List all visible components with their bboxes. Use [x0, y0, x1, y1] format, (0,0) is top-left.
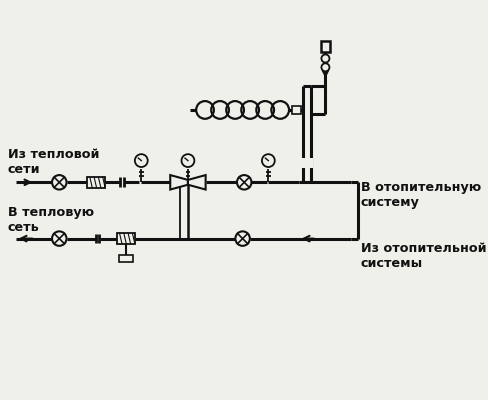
- Circle shape: [262, 154, 275, 167]
- Circle shape: [52, 231, 66, 246]
- Text: Из тепловой
сети: Из тепловой сети: [8, 148, 100, 176]
- Bar: [292, 106, 301, 114]
- Circle shape: [322, 63, 329, 71]
- Text: Из отопительной
системы: Из отопительной системы: [361, 242, 487, 270]
- Circle shape: [182, 154, 194, 167]
- Bar: [301, 158, 313, 168]
- Bar: [117, 233, 135, 244]
- Text: В тепловую
сеть: В тепловую сеть: [8, 206, 94, 234]
- Bar: [119, 255, 133, 262]
- Bar: [321, 41, 330, 52]
- Circle shape: [237, 175, 251, 190]
- Circle shape: [135, 154, 148, 167]
- Polygon shape: [188, 175, 205, 190]
- Polygon shape: [170, 175, 188, 190]
- Circle shape: [235, 231, 250, 246]
- Circle shape: [52, 175, 66, 190]
- Text: В отопительную
систему: В отопительную систему: [361, 181, 481, 209]
- Circle shape: [322, 54, 329, 62]
- Bar: [87, 177, 105, 188]
